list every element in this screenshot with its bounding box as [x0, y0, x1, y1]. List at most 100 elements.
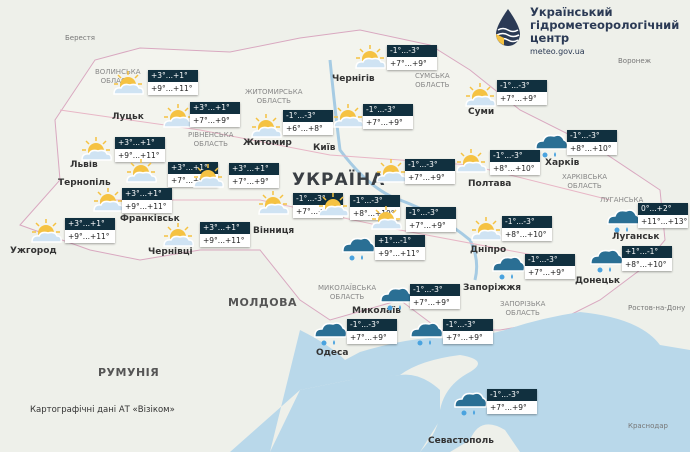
region-label: ЛУГАНСЬКА	[600, 196, 644, 204]
region-label: ВОЛИНСЬКА ОБЛАСТЬ	[95, 68, 141, 85]
city-label: Берестя	[65, 34, 95, 42]
night-temperature: -1°...-3°	[405, 159, 455, 171]
temperature-label[interactable]: +3°...+1° +9°...+11°	[115, 137, 165, 162]
night-temperature: -1°...-3°	[497, 80, 547, 92]
temperature-label[interactable]: 0°...+2° +11°...+13°	[638, 203, 688, 228]
day-temperature: +6°...+8°	[283, 122, 333, 135]
day-temperature: +7°...+9°	[443, 331, 493, 344]
temperature-label[interactable]: +3°...+1° +7°...+9°	[190, 102, 240, 127]
region-label: ЗАПОРІЗЬКА ОБЛАСТЬ	[500, 300, 546, 317]
region-label: ЖИТОМИРСЬКА ОБЛАСТЬ	[245, 88, 303, 105]
partly-cloudy-icon	[330, 103, 366, 131]
partly-cloudy-icon	[373, 158, 409, 186]
day-temperature: +9°...+11°	[375, 247, 425, 260]
logo-line: Український	[530, 5, 613, 19]
night-temperature: -1°...-3°	[363, 104, 413, 116]
night-temperature: -1°...-3°	[443, 319, 493, 331]
temperature-label[interactable]: -1°...-3° +6°...+8°	[283, 110, 333, 135]
day-temperature: +8°...+10°	[490, 162, 540, 175]
temperature-label[interactable]: -1°...-3° +7°...+9°	[387, 45, 437, 70]
temperature-label[interactable]: +3°...+1° +9°...+11°	[200, 222, 250, 247]
night-temperature: -1°...-3°	[490, 150, 540, 162]
temperature-label[interactable]: -1°...-3° +7°...+9°	[406, 207, 456, 232]
map-attribution: Картографічні дані АТ «Візіком»	[30, 405, 175, 415]
night-temperature: -1°...-3°	[387, 45, 437, 57]
temperature-label[interactable]: -1°...-3° +7°...+9°	[410, 284, 460, 309]
snow-rain-cloud-icon	[533, 130, 569, 158]
temperature-label[interactable]: -1°...-3° +8°...+10°	[502, 216, 552, 241]
sea	[230, 312, 690, 452]
temperature-label[interactable]: -1°...-3° +8°...+10°	[490, 150, 540, 175]
logo-line: центр	[530, 31, 570, 45]
partly-cloudy-icon	[160, 222, 196, 250]
day-temperature: +7°...+9°	[229, 175, 279, 188]
city-label: Харків	[545, 158, 580, 168]
night-temperature: +3°...+1°	[115, 137, 165, 149]
snow-rain-cloud-icon	[408, 318, 444, 346]
night-temperature: -1°...-3°	[502, 216, 552, 228]
country-label-romania: РУМУНІЯ	[98, 366, 160, 379]
temperature-label[interactable]: -1°...-3° +8°...+10°	[567, 130, 617, 155]
city-label: Одеса	[316, 348, 349, 358]
temperature-label[interactable]: -1°...-3° +7°...+9°	[405, 159, 455, 184]
day-temperature: +9°...+11°	[200, 234, 250, 247]
country-label-moldova: МОЛДОВА	[228, 296, 297, 309]
city-label: Суми	[468, 107, 495, 117]
temperature-label[interactable]: +3°...+1° +9°...+11°	[65, 218, 115, 243]
night-temperature: -1°...-3°	[347, 319, 397, 331]
snow-rain-cloud-icon	[312, 318, 348, 346]
temperature-label[interactable]: +1°...-1° +9°...+11°	[375, 235, 425, 260]
foreign-city-label: Воронеж	[618, 57, 652, 65]
snow-rain-cloud-icon	[452, 388, 488, 416]
partly-cloudy-icon	[352, 44, 388, 72]
partly-cloudy-icon	[90, 187, 126, 215]
day-temperature: +7°...+9°	[497, 92, 547, 105]
temperature-label[interactable]: -1°...-3° +7°...+9°	[497, 80, 547, 105]
temperature-label[interactable]: +1°...-1° +8°...+10°	[622, 246, 672, 271]
night-temperature: +1°...-1°	[375, 235, 425, 247]
temperature-label[interactable]: +3°...+1° +9°...+11°	[148, 70, 198, 95]
partly-cloudy-icon	[190, 163, 226, 191]
night-temperature: +1°...-1°	[622, 246, 672, 258]
day-temperature: +7°...+9°	[190, 114, 240, 127]
temperature-label[interactable]: -1°...-3° +7°...+9°	[347, 319, 397, 344]
day-temperature: +7°...+9°	[487, 401, 537, 414]
day-temperature: +8°...+10°	[567, 142, 617, 155]
logo-title: Український гідрометеорологічний центр	[530, 6, 679, 45]
region-label: ХАРКІВСЬКА ОБЛАСТЬ	[562, 173, 608, 190]
day-temperature: +8°...+10°	[502, 228, 552, 241]
night-temperature: +3°...+1°	[200, 222, 250, 234]
night-temperature: +3°...+1°	[122, 188, 172, 200]
country-label-ukraine: УКРАЇНА	[292, 170, 386, 190]
city-label: Запоріжжя	[463, 283, 522, 293]
night-temperature: -1°...-3°	[350, 195, 400, 207]
city-label: Полтава	[468, 179, 512, 189]
foreign-city-label: Краснодар	[628, 422, 668, 430]
city-label: Донецьк	[575, 276, 620, 286]
snow-rain-cloud-icon	[490, 252, 526, 280]
temperature-label[interactable]: -1°...-3° +7°...+9°	[525, 254, 575, 279]
temperature-label[interactable]: -1°...-3° +8°...+10°	[350, 195, 400, 220]
partly-cloudy-icon	[123, 158, 159, 186]
city-label: Миколаїв	[352, 306, 401, 316]
night-temperature: -1°...-3°	[525, 254, 575, 266]
logo-url[interactable]: meteo.gov.ua	[530, 47, 585, 56]
day-temperature: +7°...+9°	[406, 219, 456, 232]
day-temperature: +9°...+11°	[115, 149, 165, 162]
temperature-label[interactable]: +3°...+1° +9°...+11°	[122, 188, 172, 213]
partly-cloudy-icon	[368, 205, 404, 233]
partly-cloudy-icon	[255, 190, 291, 218]
city-label: Чернігів	[332, 74, 375, 84]
night-temperature: -1°...-3°	[567, 130, 617, 142]
city-label: Львів	[70, 160, 98, 170]
logo-line: гідрометеорологічний	[530, 18, 680, 32]
temperature-label[interactable]: +3°...+1° +7°...+9°	[229, 163, 279, 188]
partly-cloudy-icon	[248, 113, 284, 141]
temperature-label[interactable]: -1°...-3° +7°...+9°	[443, 319, 493, 344]
temperature-label[interactable]: -1°...-3° +7°...+9°	[363, 104, 413, 129]
day-temperature: +7°...+9°	[405, 171, 455, 184]
snow-rain-cloud-icon	[605, 205, 641, 233]
temperature-label[interactable]: -1°...-3° +7°...+9°	[487, 389, 537, 414]
snow-rain-cloud-icon	[588, 245, 624, 273]
